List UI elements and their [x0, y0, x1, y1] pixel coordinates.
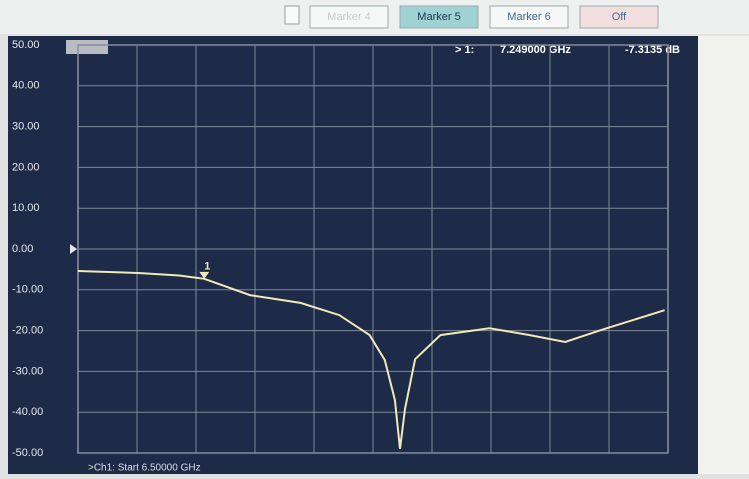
channel-tag: [66, 40, 108, 54]
footer: >Ch1: Start 6.50000 GHz: [88, 463, 201, 474]
marker-frequency: 7.249000 GHz: [500, 44, 571, 56]
y-tick-label: -10.00: [12, 284, 43, 296]
toolbar-button-label[interactable]: Marker 6: [507, 11, 550, 23]
toolbar-button[interactable]: [579, 5, 659, 29]
toolbar-button-label[interactable]: Off: [612, 11, 627, 23]
toolbar-button[interactable]: [399, 5, 479, 29]
y-tick-label: -20.00: [12, 325, 43, 337]
marker: [199, 271, 210, 279]
y-tick-label: 50.00: [12, 39, 40, 51]
toolbar-button[interactable]: [489, 5, 569, 29]
display: [8, 36, 698, 474]
y-tick-label: 30.00: [12, 121, 40, 133]
toolbar-button-label[interactable]: Marker 4: [327, 11, 370, 23]
marker-label: 1: [204, 261, 210, 273]
y-tick-label: 10.00: [12, 202, 40, 214]
y-tick-label: -50.00: [12, 447, 43, 459]
toolbar-button-label[interactable]: Marker 5: [417, 11, 460, 23]
spin-box: [284, 5, 300, 25]
toolbar-button[interactable]: [309, 5, 389, 29]
marker-value: -7.3135 dB: [625, 44, 680, 56]
trace: [77, 270, 665, 450]
y-tick-label: 0.00: [12, 243, 33, 255]
marker-index: > 1:: [455, 44, 474, 56]
y-tick-label: -40.00: [12, 406, 43, 418]
y-tick-label: -30.00: [12, 365, 43, 377]
reference-arrow: [70, 244, 77, 254]
bezel: [698, 36, 749, 474]
y-tick-label: 20.00: [12, 161, 40, 173]
y-tick-label: 40.00: [12, 80, 40, 92]
